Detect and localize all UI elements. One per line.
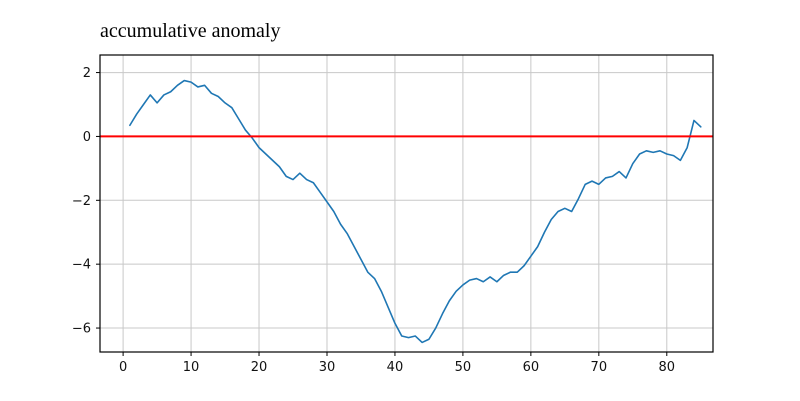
x-tick-label: 0 <box>119 360 127 375</box>
x-tick-label: 60 <box>523 360 540 375</box>
y-tick-label: 2 <box>83 66 91 81</box>
y-axis-ticks: 2 0 −2 −4 −6 <box>72 66 100 337</box>
y-tick-label: −6 <box>72 322 91 337</box>
x-tick-label: 40 <box>387 360 404 375</box>
y-tick-label: −2 <box>72 194 91 209</box>
y-tick-label: −4 <box>72 258 91 273</box>
x-tick-label: 80 <box>659 360 676 375</box>
x-tick-label: 50 <box>455 360 472 375</box>
grid-lines <box>100 55 713 352</box>
y-tick-label: 0 <box>83 130 91 145</box>
x-tick-label: 10 <box>183 360 200 375</box>
chart-title: accumulative anomaly <box>100 20 281 42</box>
x-axis-ticks: 0 10 20 30 40 50 60 70 80 <box>119 352 675 375</box>
x-tick-label: 70 <box>591 360 608 375</box>
axes-spines <box>99 54 714 353</box>
x-tick-label: 30 <box>319 360 336 375</box>
x-tick-label: 20 <box>251 360 268 375</box>
series-line <box>129 79 702 344</box>
